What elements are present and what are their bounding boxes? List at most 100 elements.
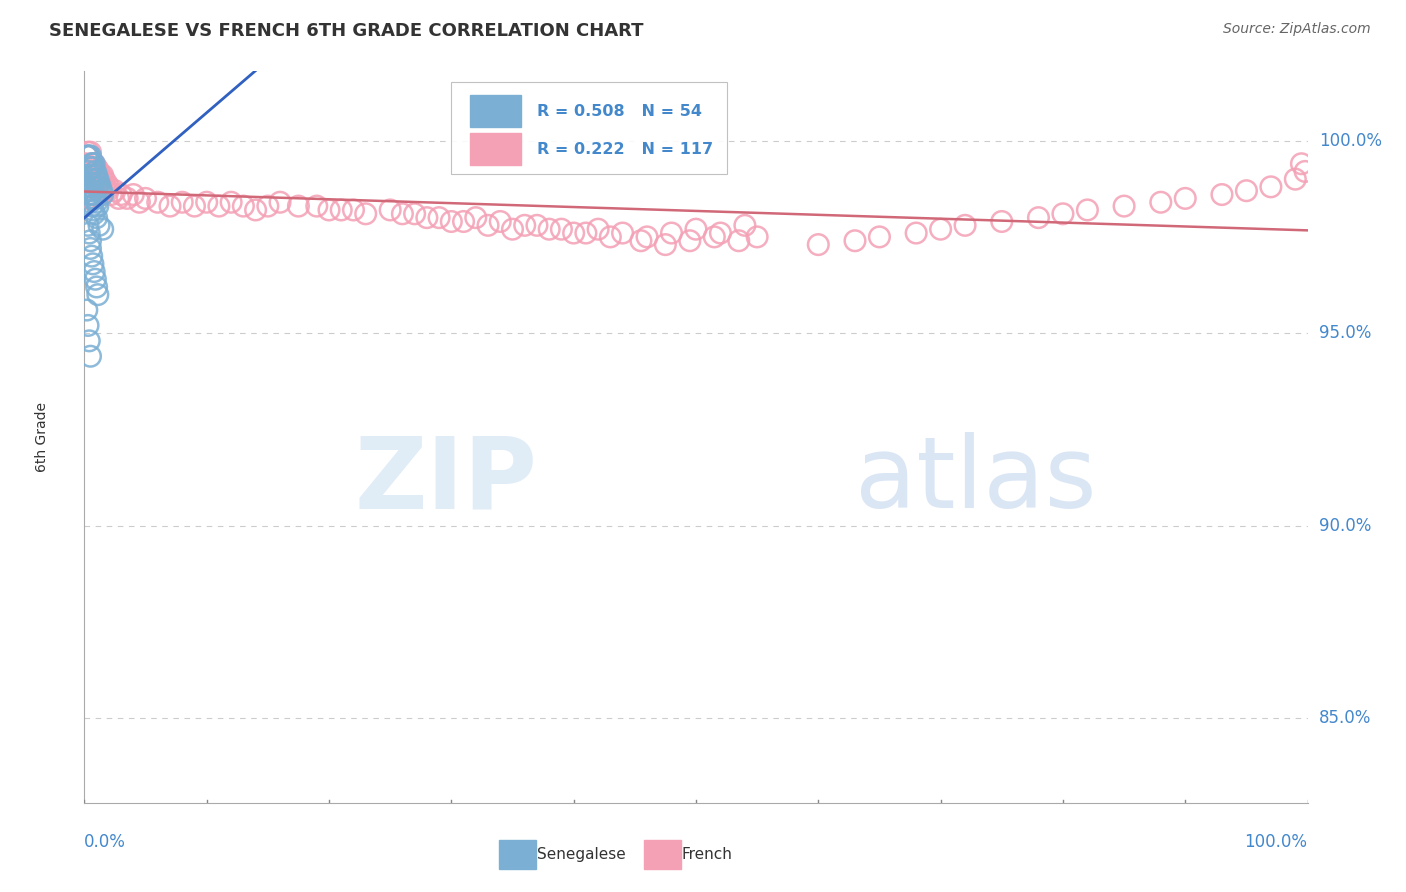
Point — [1260, 179, 1282, 194]
Point — [79, 161, 101, 175]
Point — [80, 187, 103, 202]
Point — [636, 230, 658, 244]
Point — [80, 157, 103, 171]
Point — [83, 207, 105, 221]
Point — [550, 222, 572, 236]
Point — [734, 219, 756, 233]
Point — [630, 234, 652, 248]
Point — [79, 176, 101, 190]
Point — [87, 287, 110, 301]
Point — [83, 157, 105, 171]
Point — [77, 164, 100, 178]
Point — [1076, 202, 1098, 217]
Point — [464, 211, 486, 225]
Point — [83, 187, 105, 202]
Text: 6th Grade: 6th Grade — [35, 402, 49, 472]
Point — [727, 234, 749, 248]
FancyBboxPatch shape — [470, 133, 522, 165]
Point — [87, 176, 110, 190]
Point — [84, 164, 107, 178]
Point — [86, 161, 108, 175]
Point — [128, 195, 150, 210]
Point — [90, 184, 112, 198]
Point — [100, 187, 122, 202]
Point — [1291, 157, 1313, 171]
Point — [575, 226, 598, 240]
Point — [501, 222, 523, 236]
Point — [844, 234, 866, 248]
Point — [115, 191, 138, 205]
Text: 90.0%: 90.0% — [1319, 516, 1371, 534]
Text: French: French — [682, 847, 733, 862]
Point — [122, 187, 145, 202]
Point — [77, 161, 100, 175]
Point — [1052, 207, 1074, 221]
Point — [929, 222, 952, 236]
Point — [208, 199, 231, 213]
Point — [146, 195, 169, 210]
Point — [77, 164, 100, 178]
Point — [79, 242, 101, 256]
Point — [86, 280, 108, 294]
Point — [84, 191, 107, 205]
Point — [391, 207, 413, 221]
Point — [80, 176, 103, 190]
Point — [1114, 199, 1136, 213]
Point — [83, 187, 105, 202]
FancyBboxPatch shape — [451, 82, 727, 174]
Point — [77, 334, 100, 348]
Point — [135, 191, 157, 205]
Point — [77, 226, 100, 240]
Point — [76, 303, 98, 318]
Point — [76, 149, 98, 163]
Point — [87, 184, 110, 198]
Point — [77, 191, 100, 205]
Text: 100.0%: 100.0% — [1244, 833, 1308, 851]
Point — [77, 176, 100, 190]
Point — [76, 164, 98, 178]
Point — [526, 219, 548, 233]
Point — [679, 234, 702, 248]
Point — [219, 195, 242, 210]
Point — [89, 176, 111, 190]
Point — [807, 237, 830, 252]
Point — [77, 184, 100, 198]
Point — [104, 184, 127, 198]
Text: Source: ZipAtlas.com: Source: ZipAtlas.com — [1223, 22, 1371, 37]
Text: SENEGALESE VS FRENCH 6TH GRADE CORRELATION CHART: SENEGALESE VS FRENCH 6TH GRADE CORRELATI… — [49, 22, 644, 40]
Point — [330, 202, 353, 217]
Point — [83, 172, 105, 186]
Point — [80, 179, 103, 194]
Point — [82, 184, 104, 198]
Point — [75, 172, 97, 186]
Point — [90, 172, 112, 186]
Point — [404, 207, 426, 221]
Point — [86, 176, 108, 190]
Point — [661, 226, 683, 240]
Point — [77, 179, 100, 194]
Point — [380, 202, 402, 217]
Point — [1028, 211, 1050, 225]
Point — [77, 219, 100, 233]
Point — [83, 169, 105, 183]
Point — [91, 184, 114, 198]
Point — [79, 149, 101, 163]
Point — [513, 219, 536, 233]
Text: atlas: atlas — [855, 433, 1097, 530]
Point — [183, 199, 205, 213]
Point — [869, 230, 891, 244]
Point — [77, 187, 100, 202]
Point — [89, 179, 111, 194]
Point — [990, 214, 1012, 228]
Point — [1150, 195, 1173, 210]
Point — [79, 145, 101, 160]
Text: 0.0%: 0.0% — [84, 833, 127, 851]
Point — [953, 219, 976, 233]
Point — [80, 199, 103, 213]
Point — [76, 179, 98, 194]
Point — [1284, 172, 1306, 186]
Point — [77, 149, 100, 163]
Point — [1234, 184, 1257, 198]
Point — [612, 226, 634, 240]
Point — [80, 249, 103, 263]
